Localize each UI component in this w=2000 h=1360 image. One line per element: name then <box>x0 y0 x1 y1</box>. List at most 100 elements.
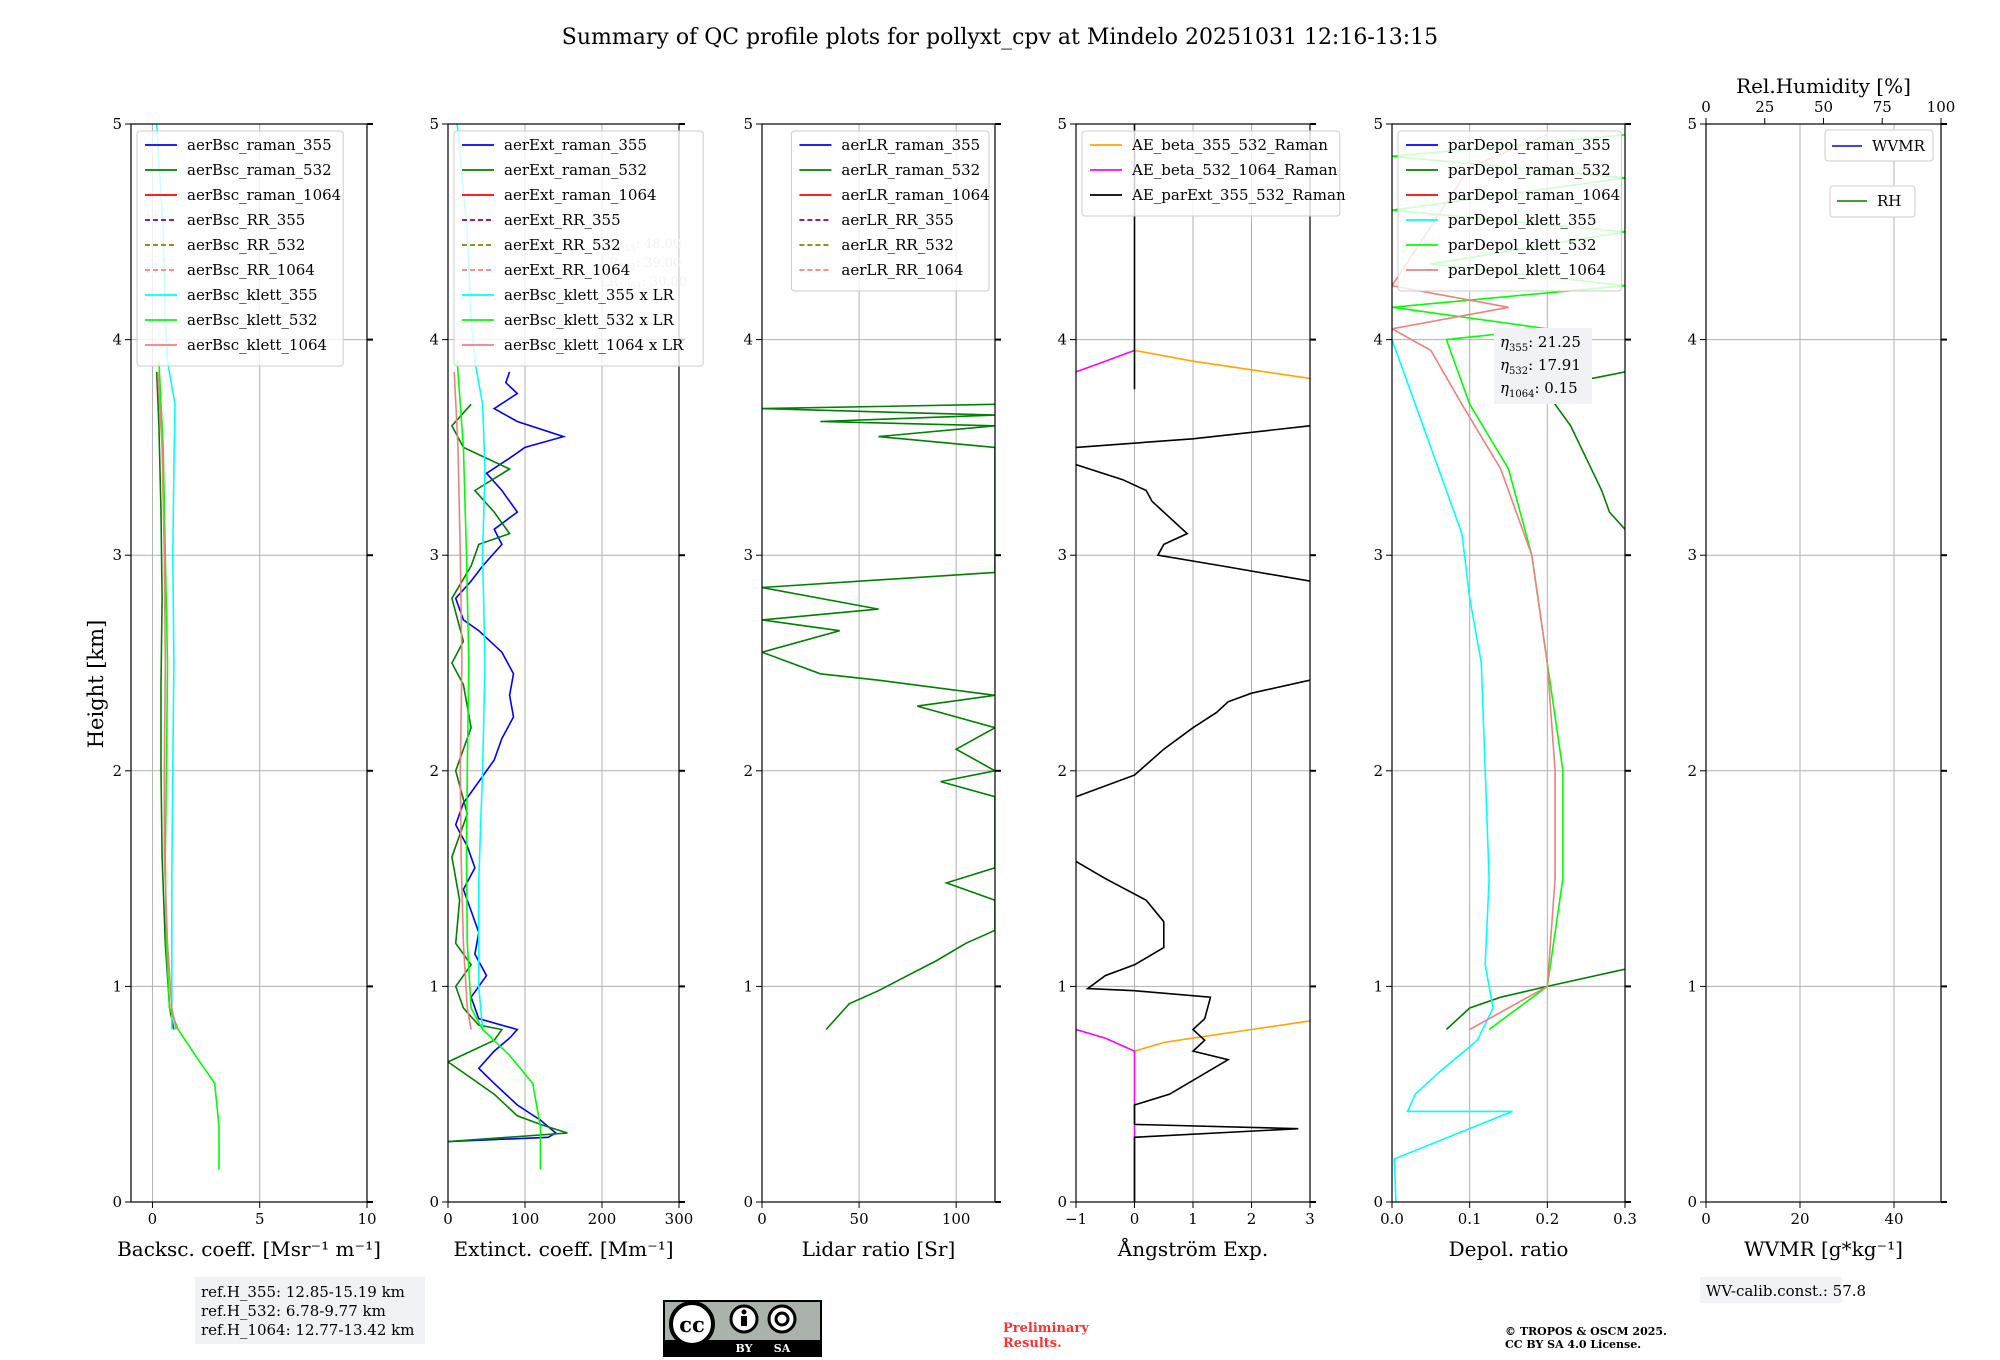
cc-text: cc <box>679 1312 705 1337</box>
legend-label: aerBsc_klett_1064 x LR <box>504 336 684 354</box>
legend-label: aerBsc_raman_1064 <box>187 186 341 204</box>
eta-sub: 355 <box>1509 343 1528 354</box>
x-axis-label: Ångström Exp. <box>1117 1236 1268 1261</box>
cc-license-logo: cc BY SA <box>663 1300 822 1357</box>
legend-label: parDepol_raman_532 <box>1448 161 1611 179</box>
series-line-aerbsc-klett-1064 <box>157 371 177 1030</box>
series-group <box>448 124 568 1170</box>
legend-box <box>1829 185 1916 218</box>
eta-sub: 1064 <box>1509 389 1534 400</box>
top-tick-label: 100 <box>1927 98 1956 116</box>
legend-label: AE_parExt_355_532_Raman <box>1131 186 1346 204</box>
sa-share-icon <box>767 1304 797 1334</box>
legend-box <box>1081 130 1341 217</box>
x-tick-label: 2 <box>1247 1210 1257 1228</box>
x-tick-label: 0 <box>443 1210 453 1228</box>
series-line-aerlr-raman-532 <box>762 403 995 1031</box>
x-tick-label: 5 <box>255 1210 265 1228</box>
series-line-pardepol-raman-532 <box>1445 968 1625 1031</box>
y-tick-label: 3 <box>1057 546 1067 564</box>
sa-label: SA <box>774 1342 791 1355</box>
x-tick-label: 100 <box>511 1210 540 1228</box>
legend-label: aerLR_raman_1064 <box>841 186 989 204</box>
y-tick-label: 0 <box>1687 1193 1697 1211</box>
series-line-aerbsc-klett-532-x-lr <box>456 361 542 1170</box>
preliminary-line1: Preliminary <box>1003 1321 1089 1336</box>
y-tick-label: 0 <box>1057 1193 1067 1211</box>
ref-height-1064: ref.H_1064: 12.77-13.42 km <box>201 1321 414 1339</box>
legend-label: aerBsc_klett_1064 <box>187 336 327 354</box>
eta-value: : 17.91 <box>1528 356 1581 374</box>
ref-height-box: ref.H_355: 12.85-15.19 km ref.H_532: 6.7… <box>195 1277 425 1344</box>
axes-frame <box>130 123 368 1203</box>
legend-label: aerBsc_klett_355 x LR <box>504 286 675 304</box>
x-tick-label: 0 <box>148 1210 158 1228</box>
legend-box <box>453 130 704 367</box>
series-line-aerbsc-klett-1064-x-lr <box>453 371 472 1030</box>
x-tick-label: 10 <box>357 1210 376 1228</box>
axes-frame <box>1705 123 1942 1203</box>
legend-label: parDepol_klett_355 <box>1448 211 1597 229</box>
x-tick-label: 0.0 <box>1380 1210 1404 1228</box>
y-tick-label: 5 <box>743 115 753 133</box>
legend-box <box>136 130 344 367</box>
y-tick-label: 2 <box>429 762 439 780</box>
y-tick-label: 0 <box>429 1193 439 1211</box>
eta-symbol: η <box>1500 356 1509 374</box>
y-tick-label: 3 <box>743 546 753 564</box>
series-line-pardepol-klett-355 <box>1392 339 1513 1202</box>
legend-label: WVMR <box>1872 137 1926 155</box>
x-tick-label: 100 <box>942 1210 971 1228</box>
legend-label: aerLR_raman_355 <box>841 136 980 154</box>
cc-icon <box>669 1301 715 1347</box>
y-tick-label: 5 <box>429 115 439 133</box>
y-tick-label: 3 <box>1373 546 1383 564</box>
preliminary-line2: Results. <box>1003 1336 1062 1351</box>
legend-label: parDepol_raman_1064 <box>1448 186 1620 204</box>
y-tick-label: 3 <box>112 546 122 564</box>
eta-label: η532: 17.91 <box>1500 356 1581 377</box>
legend-label: aerBsc_RR_1064 <box>187 261 315 279</box>
series-line-ae-beta-355-532-raman <box>1134 1020 1310 1052</box>
series-line-ae-beta-532-1064-raman-upper <box>1076 349 1135 373</box>
legend-label: aerExt_raman_1064 <box>504 186 657 204</box>
y-tick-label: 3 <box>429 546 439 564</box>
legend-backscatter: aerBsc_raman_355 aerBsc_raman_532 aerBsc_r… <box>136 130 344 367</box>
legend-label: parDepol_klett_532 <box>1448 236 1597 254</box>
y-tick-label: 4 <box>743 331 753 349</box>
y-tick-label: 1 <box>429 977 439 995</box>
legend-box <box>1397 130 1622 292</box>
series-line-ae-parext-355-532-raman-mid <box>1076 679 1310 798</box>
y-tick-label: 1 <box>743 977 753 995</box>
legend-label: parDepol_klett_1064 <box>1448 261 1606 279</box>
series-line-ae-parext-355-532-raman <box>1076 860 1299 1202</box>
legend-label: aerExt_raman_355 <box>504 136 647 154</box>
x-tick-label: 0 <box>1701 1210 1711 1228</box>
x-tick-label: 40 <box>1884 1210 1903 1228</box>
panel-backscatter: 0 5 10 0 1 2 3 4 5 Backsc. coeff. [Msr⁻¹ m⁻¹] aerB… <box>112 115 380 1261</box>
panel-lidar_ratio: 0 50 100 0 1 2 3 4 5 Lidar ratio [Sr] aerLR_raman_… <box>743 115 1001 1261</box>
x-tick-label: 20 <box>1790 1210 1809 1228</box>
legend-label: parDepol_raman_355 <box>1448 136 1611 154</box>
eta-symbol: η <box>1500 333 1509 351</box>
axes-frame <box>1391 123 1626 1203</box>
series-group <box>1392 134 1625 1202</box>
legend-extinction: aerExt_raman_355 aerExt_raman_532 aerExt_r… <box>453 130 704 367</box>
legend-box <box>790 130 990 292</box>
legend-box <box>1824 129 1934 162</box>
legend-label: aerLR_RR_532 <box>841 236 953 254</box>
x-tick-label: 200 <box>588 1210 617 1228</box>
x-tick-label: 300 <box>665 1210 694 1228</box>
x-tick-label: 1 <box>1188 1210 1198 1228</box>
series-line-ae-beta-532-1064-raman <box>1076 1028 1136 1202</box>
eta-box <box>1494 328 1592 404</box>
y-tick-label: 2 <box>1687 762 1697 780</box>
legend-label: aerLR_raman_532 <box>841 161 980 179</box>
legend-depol: parDepol_raman_355 parDepol_raman_532 parD… <box>1397 130 1622 292</box>
x-tick-label: 50 <box>850 1210 869 1228</box>
y-tick-label: 1 <box>1687 977 1697 995</box>
y-tick-label: 4 <box>1057 331 1067 349</box>
eta-value: : 21.25 <box>1528 333 1581 351</box>
